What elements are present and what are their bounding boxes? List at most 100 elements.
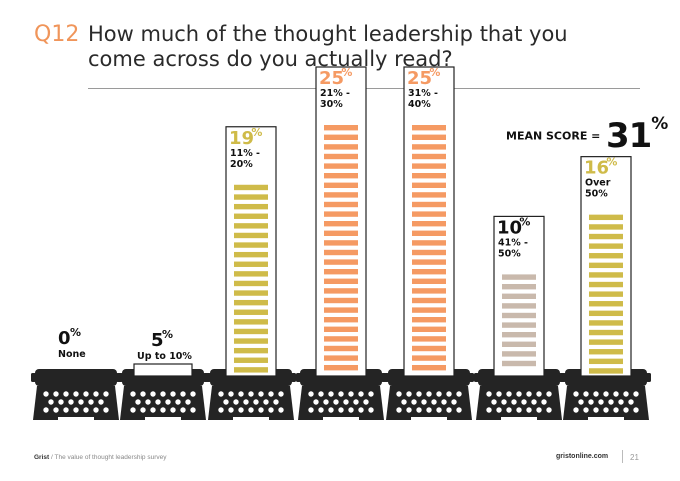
typewriter-key <box>248 391 254 397</box>
typewriter-key <box>58 399 64 405</box>
typewriter-key <box>170 407 176 413</box>
typewriter-key <box>613 407 619 413</box>
value-unit: % <box>606 156 617 169</box>
typewriter-key <box>578 399 584 405</box>
footer-credit: Grist / The value of thought leadership … <box>34 454 167 461</box>
bar-segment <box>234 347 268 354</box>
typewriter-key <box>396 391 402 397</box>
typewriter-spacebar <box>588 417 624 420</box>
typewriter-key <box>140 391 146 397</box>
typewriter-key <box>583 391 589 397</box>
bar-segment <box>324 144 358 150</box>
bar-segment <box>324 230 358 236</box>
typewriter-key <box>93 391 99 397</box>
bar-segment <box>234 242 268 248</box>
typewriter-key <box>78 399 84 405</box>
bar-segment <box>234 223 268 229</box>
typewriter-key <box>328 407 334 413</box>
bar-segment <box>412 259 446 265</box>
footer-divider <box>622 450 623 463</box>
typewriter-key <box>135 399 141 405</box>
bar-segment <box>324 221 358 227</box>
bar-segment <box>324 201 358 208</box>
typewriter-knob-left <box>561 373 566 382</box>
bar-segment <box>412 326 446 332</box>
typewriter-key <box>150 391 156 397</box>
typewriter-key <box>603 391 609 397</box>
typewriter-key <box>608 399 614 405</box>
typewriter-knob-left <box>474 373 479 382</box>
typewriter-key <box>421 399 427 405</box>
bar-segment <box>412 134 446 140</box>
bar-segment <box>234 213 268 219</box>
typewriter-key <box>130 391 136 397</box>
category-label: Over <box>585 178 611 189</box>
bar-segment <box>502 341 536 347</box>
bar-segment <box>412 269 446 275</box>
typewriter-key <box>623 407 629 413</box>
typewriter-key <box>243 399 249 405</box>
bar-segment <box>234 357 268 363</box>
bar-segment <box>589 214 623 221</box>
category-label: 50% <box>498 248 521 259</box>
typewriter-key <box>190 407 196 413</box>
typewriter-key <box>633 391 639 397</box>
typewriter-platen <box>35 369 117 386</box>
mean-score: MEAN SCORE = 31% <box>506 114 668 156</box>
typewriter-key <box>333 399 339 405</box>
value-unit: % <box>519 215 530 228</box>
typewriter-key <box>228 391 234 397</box>
typewriter-key <box>358 407 364 413</box>
typewriter-key <box>441 399 447 405</box>
bar-segment <box>234 261 268 267</box>
value-unit: % <box>70 326 81 339</box>
bar-segment <box>412 307 446 313</box>
typewriter-key <box>603 407 609 413</box>
bar-segment <box>412 192 446 198</box>
typewriter-body <box>120 386 206 420</box>
bar-segment <box>324 317 358 323</box>
bar-segment <box>234 299 268 306</box>
bar-segment <box>589 233 623 240</box>
page-number: 21 <box>630 453 639 462</box>
bar-segment <box>412 278 446 284</box>
bar-segment <box>589 301 623 307</box>
bar-segment <box>324 259 358 265</box>
typewriter-key <box>353 399 359 405</box>
typewriter-key <box>583 407 589 413</box>
bar-segment <box>234 251 268 258</box>
bar-segment <box>234 290 268 296</box>
bar-segment <box>412 153 446 160</box>
bar-segment <box>324 288 358 294</box>
typewriter-key <box>263 399 269 405</box>
bar-segment <box>589 262 623 269</box>
bar-segment <box>412 297 446 304</box>
bar-segment <box>502 293 536 299</box>
typewriter-key <box>43 391 49 397</box>
value-unit: % <box>429 66 440 79</box>
typewriter-key <box>396 407 402 413</box>
bar-segment <box>502 351 536 357</box>
typewriter-key <box>338 391 344 397</box>
typewriter-key <box>98 399 104 405</box>
bar-segment <box>324 307 358 313</box>
typewriter-knob-left <box>118 373 123 382</box>
bar-segment <box>234 280 268 287</box>
category-label: 50% <box>585 189 608 200</box>
typewriter-key <box>308 391 314 397</box>
bar-segment <box>324 173 358 179</box>
typewriter-key <box>526 407 532 413</box>
bar-segment <box>589 358 623 365</box>
typewriter-key <box>268 407 274 413</box>
typewriter-knob-left <box>206 373 211 382</box>
bar-segment <box>234 309 268 315</box>
typewriter-key <box>516 407 522 413</box>
category-label: 30% <box>320 99 343 110</box>
typewriter-key <box>368 407 374 413</box>
bar-segment <box>412 230 446 236</box>
bar-segment <box>412 336 446 342</box>
typewriter-key <box>436 391 442 397</box>
typewriter-key <box>593 391 599 397</box>
category-label: 21% - <box>320 88 350 99</box>
typewriter-key <box>83 391 89 397</box>
